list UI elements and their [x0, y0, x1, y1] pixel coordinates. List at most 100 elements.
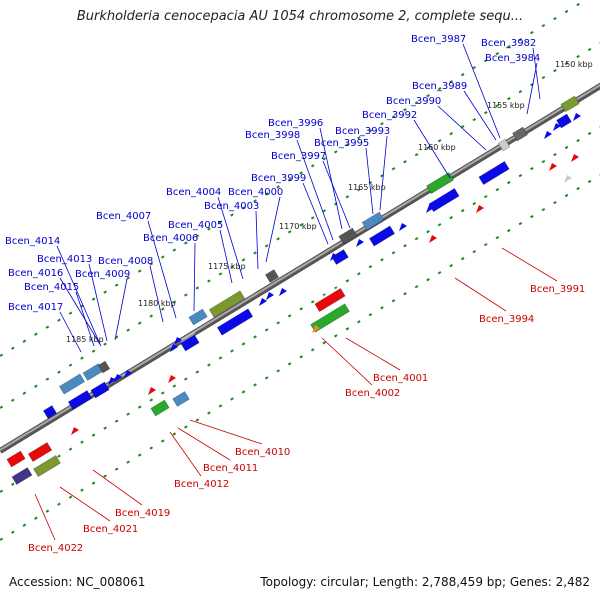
gene-arrow-rev	[314, 284, 346, 313]
tick-dot	[449, 264, 453, 268]
tick-dot	[11, 346, 15, 350]
tick-dot	[126, 460, 130, 464]
tick-dot	[149, 262, 154, 266]
tick-dot	[587, 47, 592, 52]
tick-dot	[137, 405, 142, 409]
tick-dot	[11, 398, 15, 402]
leader-line	[88, 263, 108, 342]
gene-label-bcen-4004: Bcen_4004	[166, 187, 244, 280]
gene-top-face	[362, 207, 381, 223]
tick-dot	[530, 214, 534, 219]
gene-top-face	[150, 395, 166, 409]
leader-line	[189, 419, 263, 445]
tick-dot	[310, 348, 315, 352]
tick-dot	[195, 370, 200, 374]
gene-label-text: Bcen_4002	[345, 388, 400, 399]
tick-dot	[587, 131, 592, 136]
gene-arrow-rev	[6, 446, 26, 468]
gene-label-text: Bcen_4022	[28, 543, 83, 554]
tick-dot	[264, 192, 269, 196]
tick-dot	[414, 237, 419, 241]
gene-arrow-fwd	[331, 245, 349, 265]
tick-dot	[322, 341, 327, 345]
gene-label-text: Bcen_4012	[174, 479, 229, 490]
gene-label-bcen-4019: Bcen_4019	[92, 469, 170, 519]
gene-label-text: Bcen_4008	[98, 256, 153, 267]
tick-dot	[449, 216, 453, 220]
tick-dot	[472, 118, 477, 122]
tick-dot	[264, 244, 269, 248]
gene-body	[188, 308, 208, 326]
tick-dot	[322, 293, 327, 297]
tick-dot	[437, 139, 442, 143]
gene-top-face	[310, 299, 346, 325]
tick-dot	[34, 332, 38, 336]
gene-label-bcen-4008: Bcen_4008	[98, 256, 164, 323]
tick-dot	[357, 188, 361, 192]
tick-dot	[472, 202, 477, 206]
tick-dot	[357, 136, 361, 140]
gene-arrow-small	[476, 205, 484, 213]
tick-dot	[276, 185, 280, 189]
tick-dot	[345, 143, 350, 147]
tick-dot	[68, 495, 73, 499]
tick-dot	[241, 206, 246, 210]
leader-line	[345, 337, 401, 371]
gene-block-steel	[361, 207, 385, 231]
tick-dot	[426, 230, 430, 234]
tick-dot	[287, 362, 292, 366]
gene-arrow-small	[71, 427, 79, 435]
tick-dot	[184, 377, 188, 381]
gene-arrow-small	[426, 205, 434, 213]
tick-dot	[334, 150, 338, 154]
gene-arrow-fwd	[478, 157, 510, 186]
tick-dot	[218, 356, 223, 360]
leader-line	[193, 242, 196, 312]
tick-dot	[57, 502, 61, 506]
gene-top-face	[556, 109, 568, 121]
leader-line	[302, 182, 329, 245]
tick-dot	[345, 327, 350, 331]
tick-dot	[310, 216, 315, 220]
gene-block-olive	[560, 91, 580, 113]
tick-dot	[368, 313, 373, 317]
tick-dot	[160, 391, 165, 395]
gene-top-face	[188, 304, 204, 318]
accession-label: Accession: NC_008061	[9, 575, 146, 589]
gene-label-text: Bcen_3999	[251, 173, 306, 184]
gene-arrow-small	[549, 163, 557, 171]
gene-block-green	[426, 168, 454, 195]
scale-label: 1165 kbp	[348, 183, 386, 192]
gene-label-bcen-4014: Bcen_4014	[5, 236, 101, 345]
tick-dot	[80, 440, 84, 444]
tick-dot	[380, 258, 384, 262]
gene-label-text: Bcen_3996	[268, 118, 323, 129]
tick-dot	[57, 454, 61, 458]
gene-arrow-small	[553, 123, 561, 131]
gene-label-text: Bcen_3997	[271, 151, 326, 162]
tick-dot	[553, 152, 557, 157]
tick-dot	[137, 269, 142, 273]
tick-dot	[287, 314, 292, 318]
leader-line	[59, 311, 82, 353]
leader-line	[177, 427, 231, 461]
tick-dot	[541, 75, 546, 80]
gene-arrow-small	[399, 223, 407, 231]
tick-dot	[149, 314, 154, 318]
tick-dot	[334, 334, 338, 338]
tick-dot	[437, 271, 442, 275]
tick-dot	[253, 383, 257, 387]
tick-dot	[0, 405, 4, 409]
tick-dot	[541, 23, 546, 28]
gene-arrow-small	[259, 298, 267, 306]
gene-label-bcen-3993: Bcen_3993	[335, 126, 390, 211]
gene-label-bcen-4016: Bcen_4016	[8, 268, 102, 347]
gene-label-bcen-4010: Bcen_4010	[189, 419, 290, 458]
gene-top-face	[90, 377, 106, 391]
gene-label-text: Bcen_3998	[245, 130, 300, 141]
leader-line	[296, 139, 334, 241]
leader-line	[92, 469, 143, 506]
gene-label-text: Bcen_4009	[75, 269, 130, 280]
gene-label-bcen-3991: Bcen_3991	[501, 247, 585, 295]
leader-line	[532, 47, 541, 100]
